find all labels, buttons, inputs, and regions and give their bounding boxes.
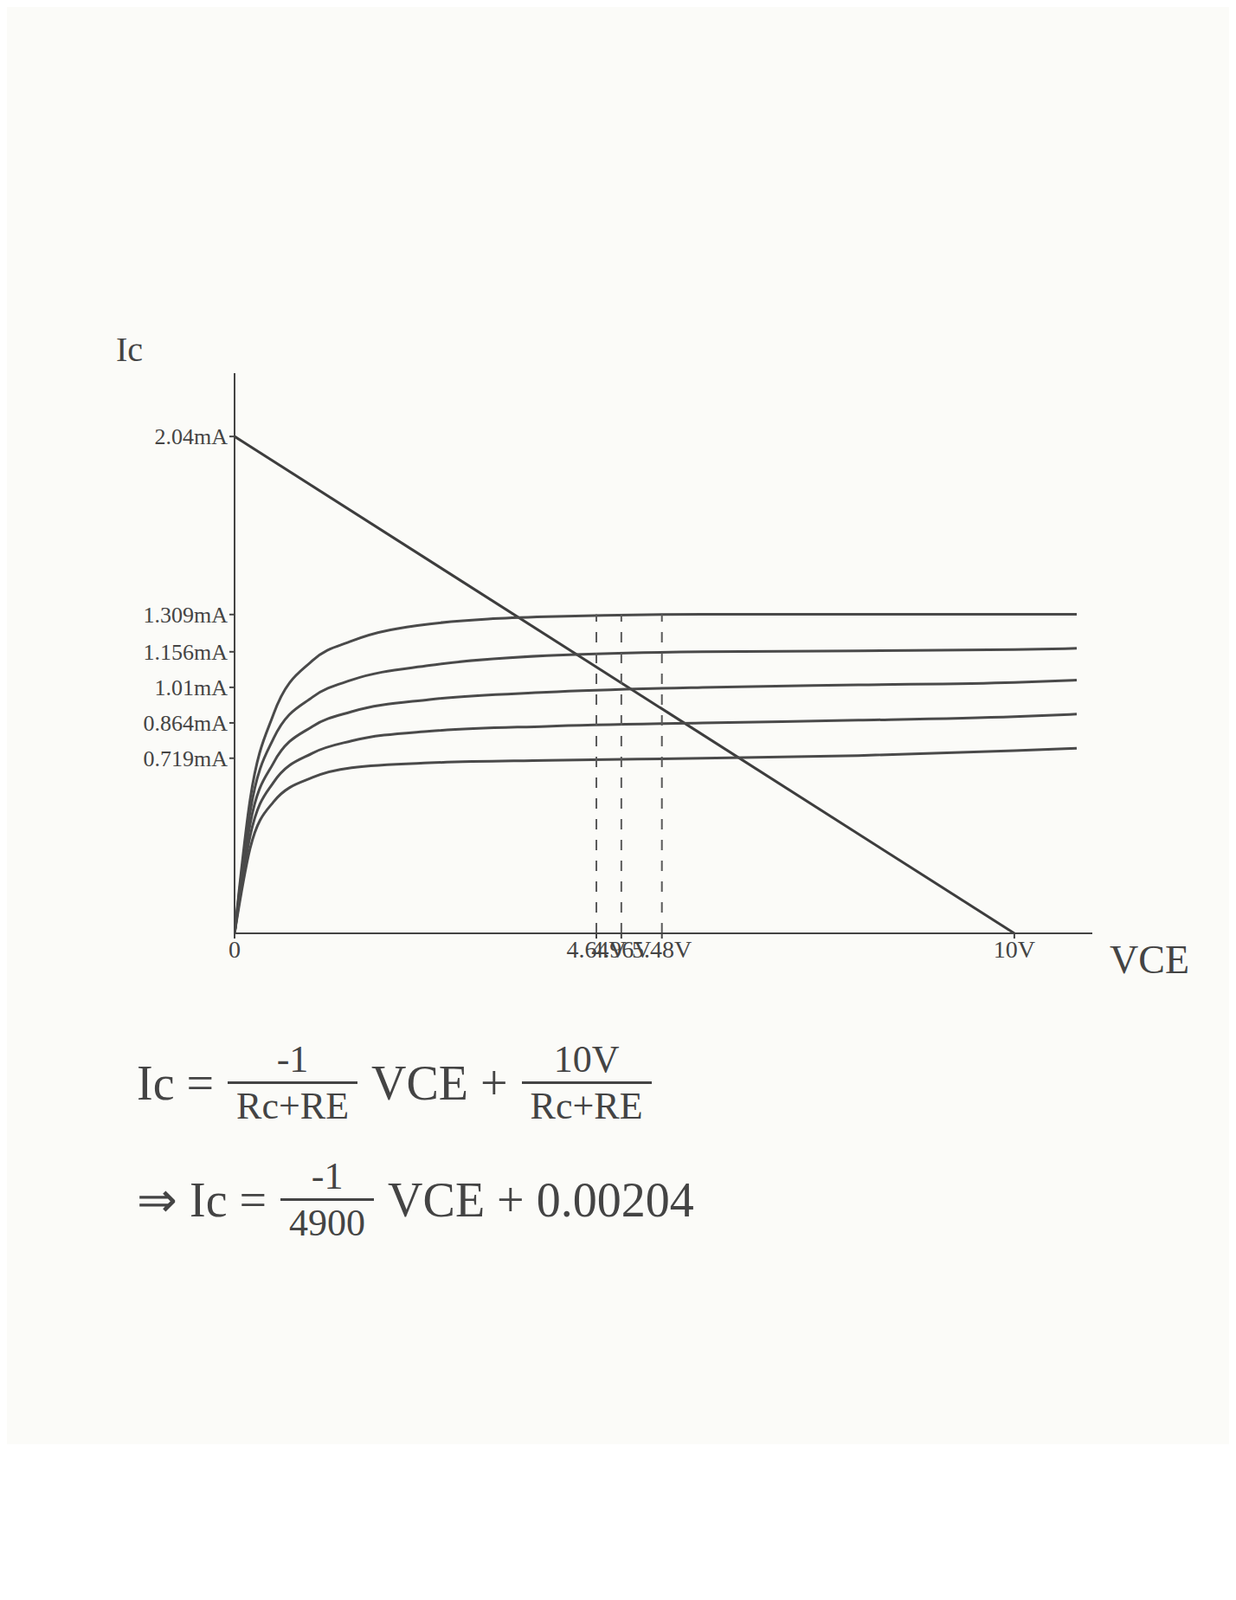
html-text:4900: 4900: [289, 1201, 366, 1244]
html-text:Ic =: Ic =: [136, 1055, 214, 1110]
html-text:-1: -1: [276, 1037, 309, 1081]
svg-text:Ic: Ic: [115, 329, 143, 369]
svg-text:5.48V: 5.48V: [631, 935, 692, 963]
html-text:Rc+RE: Rc+RE: [530, 1084, 643, 1127]
svg-text:0: 0: [228, 935, 241, 963]
svg-text:0.864mA: 0.864mA: [143, 710, 229, 736]
svg-text:10V: 10V: [993, 935, 1036, 963]
html-text:10V: 10V: [553, 1037, 620, 1081]
html-text:VCE +: VCE +: [371, 1055, 508, 1110]
svg-text:VCE: VCE: [1109, 937, 1190, 982]
html-text:-1: -1: [311, 1154, 344, 1198]
svg-text:0.719mA: 0.719mA: [143, 746, 229, 772]
svg-text:2.04mA: 2.04mA: [154, 424, 229, 450]
svg-text:1.156mA: 1.156mA: [143, 639, 229, 665]
html-text:VCE + 0.00204: VCE + 0.00204: [387, 1172, 694, 1227]
svg-text:1.309mA: 1.309mA: [143, 602, 229, 628]
svg-text:4.96V: 4.96V: [591, 935, 652, 963]
html-text:Rc+RE: Rc+RE: [236, 1084, 349, 1127]
svg-text:1.01mA: 1.01mA: [154, 675, 229, 701]
html-text:⇒ Ic =: ⇒ Ic =: [136, 1172, 267, 1227]
